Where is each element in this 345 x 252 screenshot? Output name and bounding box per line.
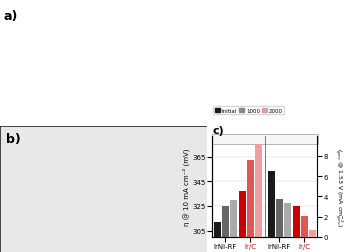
Bar xyxy=(229,200,237,237)
FancyBboxPatch shape xyxy=(212,135,318,145)
Bar xyxy=(268,171,275,237)
Bar xyxy=(300,216,308,237)
Y-axis label: η @ 10 mA cm⁻² (mV): η @ 10 mA cm⁻² (mV) xyxy=(182,148,190,225)
Legend: Initial, 1000, 2000: Initial, 1000, 2000 xyxy=(213,107,284,115)
Bar xyxy=(276,200,283,237)
Bar xyxy=(222,206,229,237)
Text: b): b) xyxy=(6,132,21,145)
Y-axis label: $i_{geo}$ @ 1.53 V (mA cm$^{-2}_{geo}$): $i_{geo}$ @ 1.53 V (mA cm$^{-2}_{geo}$) xyxy=(332,147,344,226)
Bar xyxy=(308,230,316,237)
Bar xyxy=(239,192,246,237)
Bar xyxy=(247,161,254,237)
Bar xyxy=(255,145,262,237)
Text: c): c) xyxy=(212,125,224,135)
Bar xyxy=(293,207,300,237)
Text: a): a) xyxy=(3,10,18,23)
Bar xyxy=(214,222,221,237)
Bar xyxy=(284,204,291,237)
